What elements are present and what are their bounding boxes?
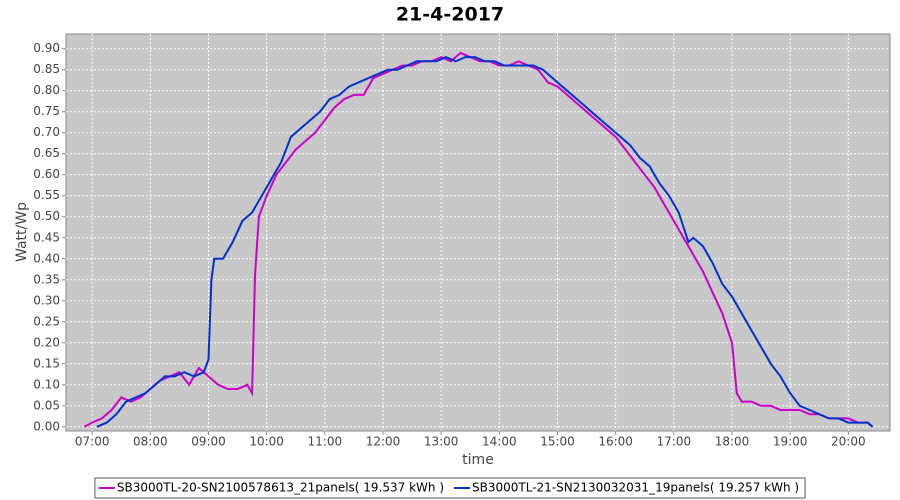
y-tick-label: 0.25 — [33, 314, 60, 328]
series-line — [83, 51, 874, 428]
y-tick-label: 0.40 — [33, 251, 60, 265]
y-tick-label: 0.55 — [33, 188, 60, 202]
y-tick-label: 0.90 — [33, 41, 60, 55]
x-tick-label: 15:00 — [540, 435, 575, 449]
y-tick-label: 0.45 — [33, 230, 60, 244]
chart-title: 21-4-2017 — [396, 4, 504, 26]
x-tick-label: 13:00 — [424, 435, 459, 449]
y-tick-label: 0.10 — [33, 377, 60, 391]
legend: SB3000TL-20-SN2100578613_21panels( 19.53… — [94, 477, 806, 499]
y-tick-label: 0.05 — [33, 398, 60, 412]
y-tick-label: 0.60 — [33, 167, 60, 181]
x-tick-label: 20:00 — [831, 435, 866, 449]
y-tick-label: 0.85 — [33, 62, 60, 76]
x-tick-label: 09:00 — [191, 435, 226, 449]
legend-label: SB3000TL-21-SN2130032031_19panels( 19.25… — [472, 481, 799, 495]
series-line — [96, 56, 874, 428]
x-tick-label: 19:00 — [773, 435, 808, 449]
y-axis-label: Watt/Wp — [14, 202, 30, 262]
x-tick-label: 12:00 — [366, 435, 401, 449]
y-tick-label: 0.70 — [33, 125, 60, 139]
y-tick-label: 0.30 — [33, 293, 60, 307]
legend-box — [94, 477, 806, 499]
y-tick-label: 0.35 — [33, 272, 60, 286]
legend-item: SB3000TL-20-SN2100578613_21panels( 19.53… — [98, 481, 444, 495]
x-tick-label: 18:00 — [715, 435, 750, 449]
y-tick-label: 0.65 — [33, 146, 60, 160]
x-axis-label: time — [462, 452, 494, 468]
y-tick-label: 0.80 — [33, 83, 60, 97]
y-tick-label: 0.00 — [33, 419, 60, 433]
x-tick-label: 08:00 — [133, 435, 168, 449]
y-tick-label: 0.15 — [33, 356, 60, 370]
x-tick-label: 11:00 — [308, 435, 343, 449]
x-tick-label: 16:00 — [598, 435, 633, 449]
x-tick-label: 17:00 — [657, 435, 692, 449]
x-tick-label: 07:00 — [75, 435, 110, 449]
plot-area — [65, 33, 891, 432]
y-tick-label: 0.75 — [33, 104, 60, 118]
y-tick-label: 0.50 — [33, 209, 60, 223]
x-tick-label: 10:00 — [249, 435, 284, 449]
x-tick-label: 14:00 — [482, 435, 517, 449]
y-tick-label: 0.20 — [33, 335, 60, 349]
legend-label: SB3000TL-20-SN2100578613_21panels( 19.53… — [117, 481, 444, 495]
legend-item: SB3000TL-21-SN2130032031_19panels( 19.25… — [454, 481, 799, 495]
